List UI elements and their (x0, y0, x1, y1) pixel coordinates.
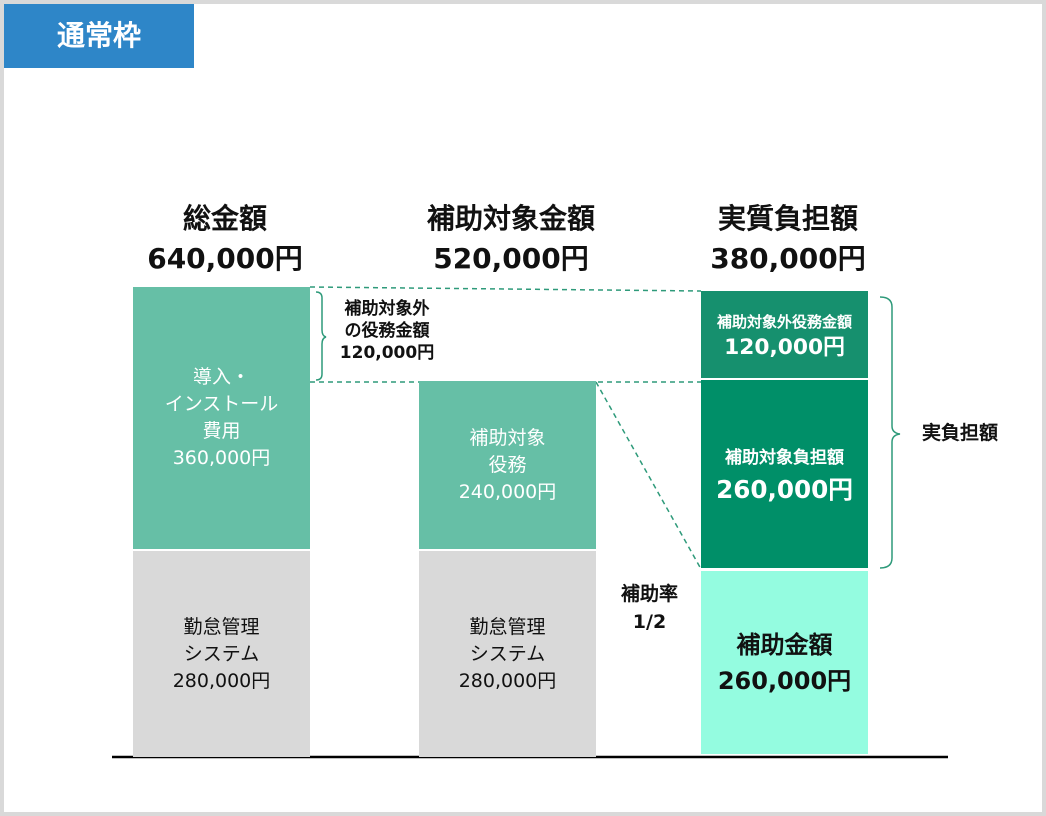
text-line: 補助対象負担額 (725, 448, 844, 468)
text-line: 280,000円 (172, 669, 271, 692)
block: 勤怠管理システム 280,000円 (419, 551, 596, 757)
block: 補助対象負担額 260,000円 (701, 380, 868, 568)
text-line: 補助対象外役務金額 (716, 312, 852, 331)
title: 補助対象金額 (426, 202, 595, 235)
text-line: の役務金額 (344, 321, 430, 341)
annotation: 補助対象外 の役務金額 120,000円 (322, 298, 452, 364)
text-line: 導入・ (192, 366, 250, 388)
text-line: システム (183, 642, 260, 665)
column-title: 補助対象金額 520,000円 (389, 199, 633, 279)
text-line: 補助対象外 (344, 299, 430, 319)
text-line: 360,000円 (172, 447, 271, 469)
text-line: 240,000円 (458, 480, 557, 503)
connectors (112, 286, 948, 759)
text-line: システム (469, 642, 546, 665)
text-line: 1/2 (632, 611, 667, 633)
title: 総金額 (182, 202, 267, 235)
block: 補助対象役務 240,000円 (419, 381, 596, 549)
text-line: 役務 (488, 453, 527, 476)
block: 補助対象外役務金額 120,000円 (701, 291, 868, 378)
bracket (879, 296, 901, 569)
text-line: 勤怠管理 (183, 615, 260, 638)
text-line: 280,000円 (458, 669, 557, 692)
block: 勤怠管理システム 280,000円 (133, 551, 310, 757)
amount: 520,000円 (433, 242, 589, 275)
block: 導入・インストール 費用 360,000円 (133, 287, 310, 549)
text-line: 120,000円 (724, 334, 845, 360)
text-line: 260,000円 (716, 475, 853, 504)
annotation: 補助率 1/2 (602, 580, 697, 636)
text-line: 120,000円 (339, 343, 435, 363)
bracket (315, 291, 327, 381)
text-line: 補助金額 (736, 630, 833, 659)
dashed-line (309, 286, 702, 292)
amount: 380,000円 (710, 242, 866, 275)
text-line: 費用 (202, 420, 241, 442)
text-line: 勤怠管理 (469, 615, 546, 638)
block: 補助金額 260,000円 (701, 571, 868, 754)
text-line: 補助率 (620, 583, 678, 605)
text-line: 補助対象 (469, 426, 546, 449)
column-title: 実質負担額 380,000円 (666, 199, 910, 279)
badge: 通常枠 (4, 4, 194, 68)
text-line: 260,000円 (717, 666, 852, 695)
amount: 640,000円 (147, 242, 303, 275)
dashed-line (595, 381, 702, 570)
column-title: 総金額 640,000円 (103, 199, 347, 279)
title: 実質負担額 (717, 202, 858, 235)
annotation: 実負担額 (921, 422, 998, 444)
text-line: インストール (164, 393, 279, 415)
